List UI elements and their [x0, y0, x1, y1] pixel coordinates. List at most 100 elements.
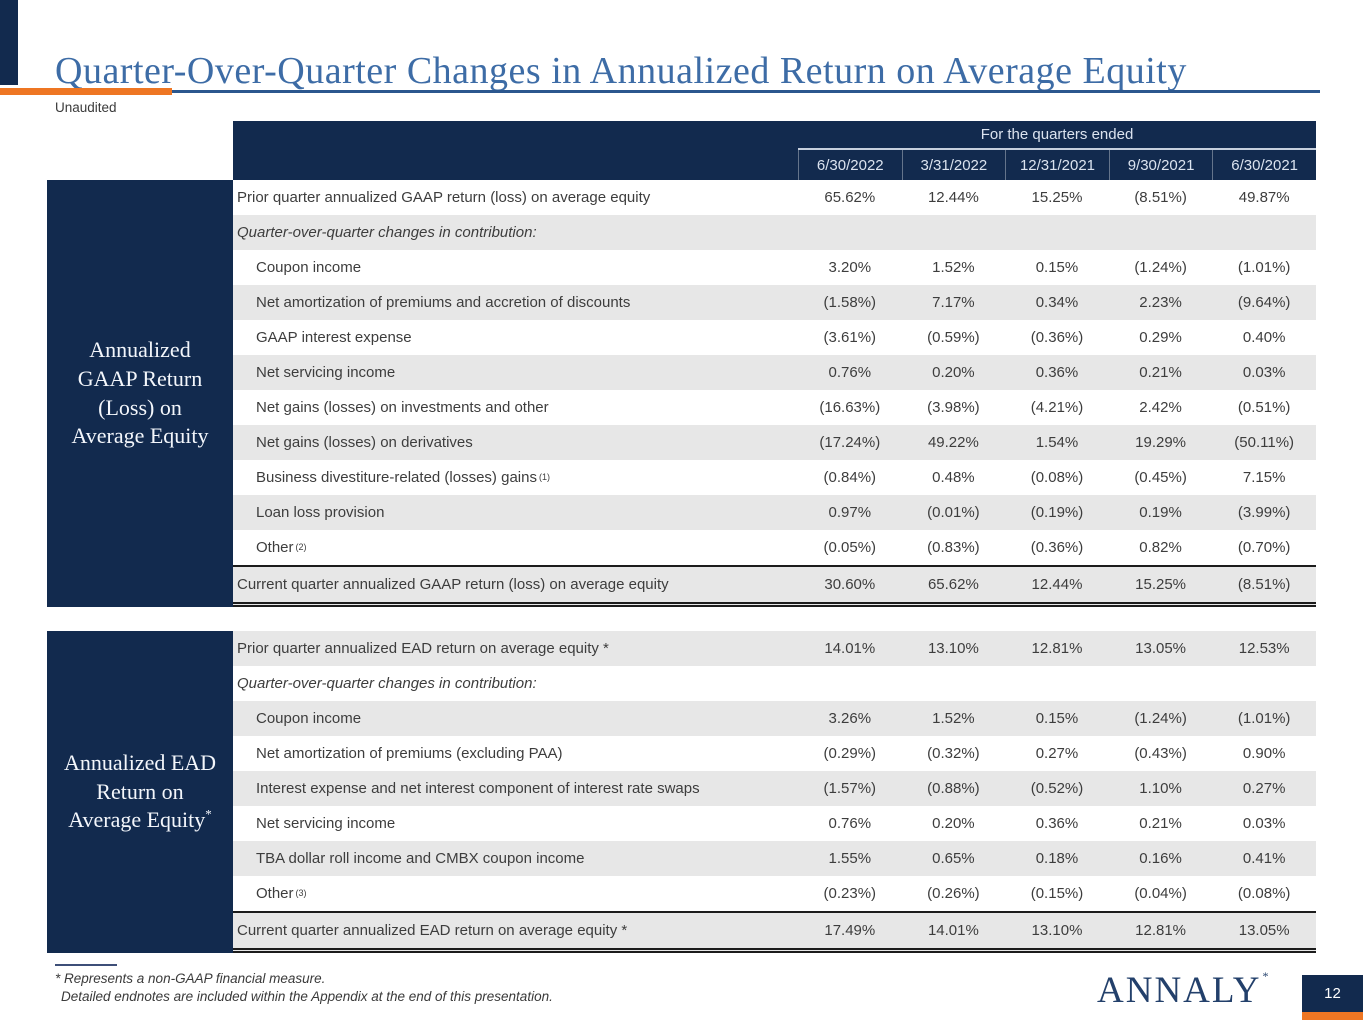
- table-row: Prior quarter annualized EAD return on a…: [233, 631, 1316, 666]
- value-cell: 0.15%: [1035, 710, 1079, 727]
- gaap-return-table-body: Prior quarter annualized GAAP return (lo…: [233, 180, 1316, 607]
- corner-accent-block: [0, 0, 18, 85]
- value-cell: (0.43%): [1134, 745, 1187, 762]
- value-cell: (4.21%): [1030, 399, 1084, 416]
- value-cell: 65.62%: [927, 576, 979, 593]
- date-column-header: 9/30/2021: [1108, 150, 1213, 180]
- table-row: Net gains (losses) on derivatives (17.24%…: [233, 425, 1316, 460]
- table-row: Loan loss provision 0.97% (0.01%) (0.19%) 0.…: [233, 495, 1316, 530]
- row-label: Current quarter annualized GAAP return (…: [237, 576, 669, 593]
- row-label: Business divestiture-related (losses) ga…: [256, 469, 550, 486]
- value-cell: (1.24%): [1134, 710, 1187, 727]
- row-label: Net gains (losses) on investments and ot…: [256, 399, 549, 416]
- value-cell: 0.36%: [1035, 815, 1079, 832]
- date-column-header: 6/30/2022: [798, 150, 902, 180]
- table-row: Net amortization of premiums (excluding …: [233, 736, 1316, 771]
- value-cell: 65.62%: [824, 189, 876, 206]
- row-label: Quarter-over-quarter changes in contribu…: [237, 224, 537, 241]
- table-row: TBA dollar roll income and CMBX coupon i…: [233, 841, 1316, 876]
- value-cell: 0.29%: [1139, 329, 1182, 346]
- value-cell: 0.03%: [1242, 815, 1286, 832]
- value-cell: 3.20%: [828, 259, 872, 276]
- value-cell: (0.83%): [927, 539, 980, 556]
- value-cell: (50.11%): [1234, 434, 1295, 451]
- value-cell: (8.51%): [1237, 576, 1291, 593]
- value-cell: [1212, 666, 1316, 701]
- value-cell: 13.05%: [1238, 922, 1290, 939]
- value-cell: (1.57%): [823, 780, 877, 797]
- value-cell: 0.27%: [1242, 780, 1286, 797]
- table-row: Coupon income 3.20% 1.52% 0.15% (1.24%) (1.01…: [233, 250, 1316, 285]
- value-cell: (9.64%): [1237, 294, 1291, 311]
- value-cell: (16.63%): [819, 399, 881, 416]
- row-label: Coupon income: [256, 259, 362, 276]
- value-cell: 17.49%: [824, 922, 876, 939]
- value-cell: 0.27%: [1035, 745, 1079, 762]
- value-cell: (0.08%): [1030, 469, 1084, 486]
- row-label: Interest expense and net interest compon…: [256, 780, 700, 797]
- value-cell: (8.51%): [1134, 189, 1187, 206]
- value-cell: 0.40%: [1242, 329, 1286, 346]
- value-cell: (0.01%): [927, 504, 980, 521]
- row-label: Net amortization of premiums and accreti…: [256, 294, 631, 311]
- date-row: 6/30/2022 3/31/2022 12/31/2021 9/30/2021 6/3…: [798, 150, 1316, 180]
- value-cell: 0.36%: [1035, 364, 1079, 381]
- value-cell: (0.84%): [823, 469, 877, 486]
- title-rule-orange: [0, 88, 172, 95]
- value-cell: (0.36%): [1030, 539, 1084, 556]
- row-label: Prior quarter annualized EAD return on a…: [237, 640, 609, 657]
- value-cell: 0.82%: [1139, 539, 1182, 556]
- value-cell: [1109, 215, 1213, 250]
- value-cell: 15.25%: [1135, 576, 1187, 593]
- value-cell: (1.01%): [1237, 710, 1291, 727]
- returns-table: For the quarters ended 6/30/2022 3/31/202…: [233, 121, 1316, 953]
- title-rule-blue: [172, 90, 1320, 93]
- value-cell: (1.24%): [1134, 259, 1187, 276]
- row-label: GAAP interest expense: [256, 329, 412, 346]
- value-cell: (0.15%): [1030, 885, 1084, 902]
- value-cell: 12.53%: [1238, 640, 1290, 657]
- value-cell: 1.54%: [1035, 434, 1079, 451]
- value-cell: (0.51%): [1237, 399, 1291, 416]
- value-cell: (0.88%): [927, 780, 980, 797]
- value-cell: (17.24%): [819, 434, 881, 451]
- value-cell: [902, 666, 1006, 701]
- table-row: Current quarter annualized EAD return on…: [233, 911, 1316, 953]
- row-label: Loan loss provision: [256, 504, 385, 521]
- value-cell: 12.81%: [1135, 922, 1187, 939]
- value-cell: (3.61%): [823, 329, 877, 346]
- value-cell: (0.04%): [1134, 885, 1187, 902]
- value-cell: 2.42%: [1139, 399, 1182, 416]
- value-cell: (0.26%): [927, 885, 980, 902]
- annaly-logo: ANNALY*: [1097, 969, 1271, 1012]
- value-cell: 1.52%: [932, 710, 975, 727]
- page-title: Quarter-Over-Quarter Changes in Annualiz…: [55, 50, 1187, 93]
- row-label: Quarter-over-quarter changes in contribu…: [237, 675, 537, 692]
- table-header-band: For the quarters ended 6/30/2022 3/31/202…: [233, 121, 1316, 180]
- table-row: Other (2) (0.05%) (0.83%) (0.36%) 0.82% (0.70%…: [233, 530, 1316, 565]
- value-cell: (0.36%): [1030, 329, 1084, 346]
- ead-side-label: Annualized EAD Return on Average Equity*: [47, 631, 233, 953]
- row-label: Net servicing income: [256, 815, 396, 832]
- value-cell: 0.65%: [932, 850, 975, 867]
- table-row: Net amortization of premiums and accreti…: [233, 285, 1316, 320]
- value-cell: 13.10%: [927, 640, 979, 657]
- table-gap: [233, 607, 1316, 631]
- value-cell: [1005, 666, 1109, 701]
- value-cell: [1005, 215, 1109, 250]
- table-row: Business divestiture-related (losses) ga…: [233, 460, 1316, 495]
- date-column-header: 3/31/2022: [901, 150, 1006, 180]
- row-label: Coupon income: [256, 710, 362, 727]
- value-cell: (0.52%): [1030, 780, 1084, 797]
- value-cell: 49.87%: [1238, 189, 1290, 206]
- table-row: Prior quarter annualized GAAP return (lo…: [233, 180, 1316, 215]
- value-cell: [1212, 215, 1316, 250]
- value-cell: (0.59%): [927, 329, 980, 346]
- value-cell: 0.20%: [932, 364, 975, 381]
- table-row: Quarter-over-quarter changes in contribu…: [233, 215, 1316, 250]
- value-cell: 1.55%: [828, 850, 872, 867]
- table-row: GAAP interest expense (3.61%) (0.59%) (0.36…: [233, 320, 1316, 355]
- footnote-reference: (3): [295, 887, 307, 898]
- row-label: Net gains (losses) on derivatives: [256, 434, 473, 451]
